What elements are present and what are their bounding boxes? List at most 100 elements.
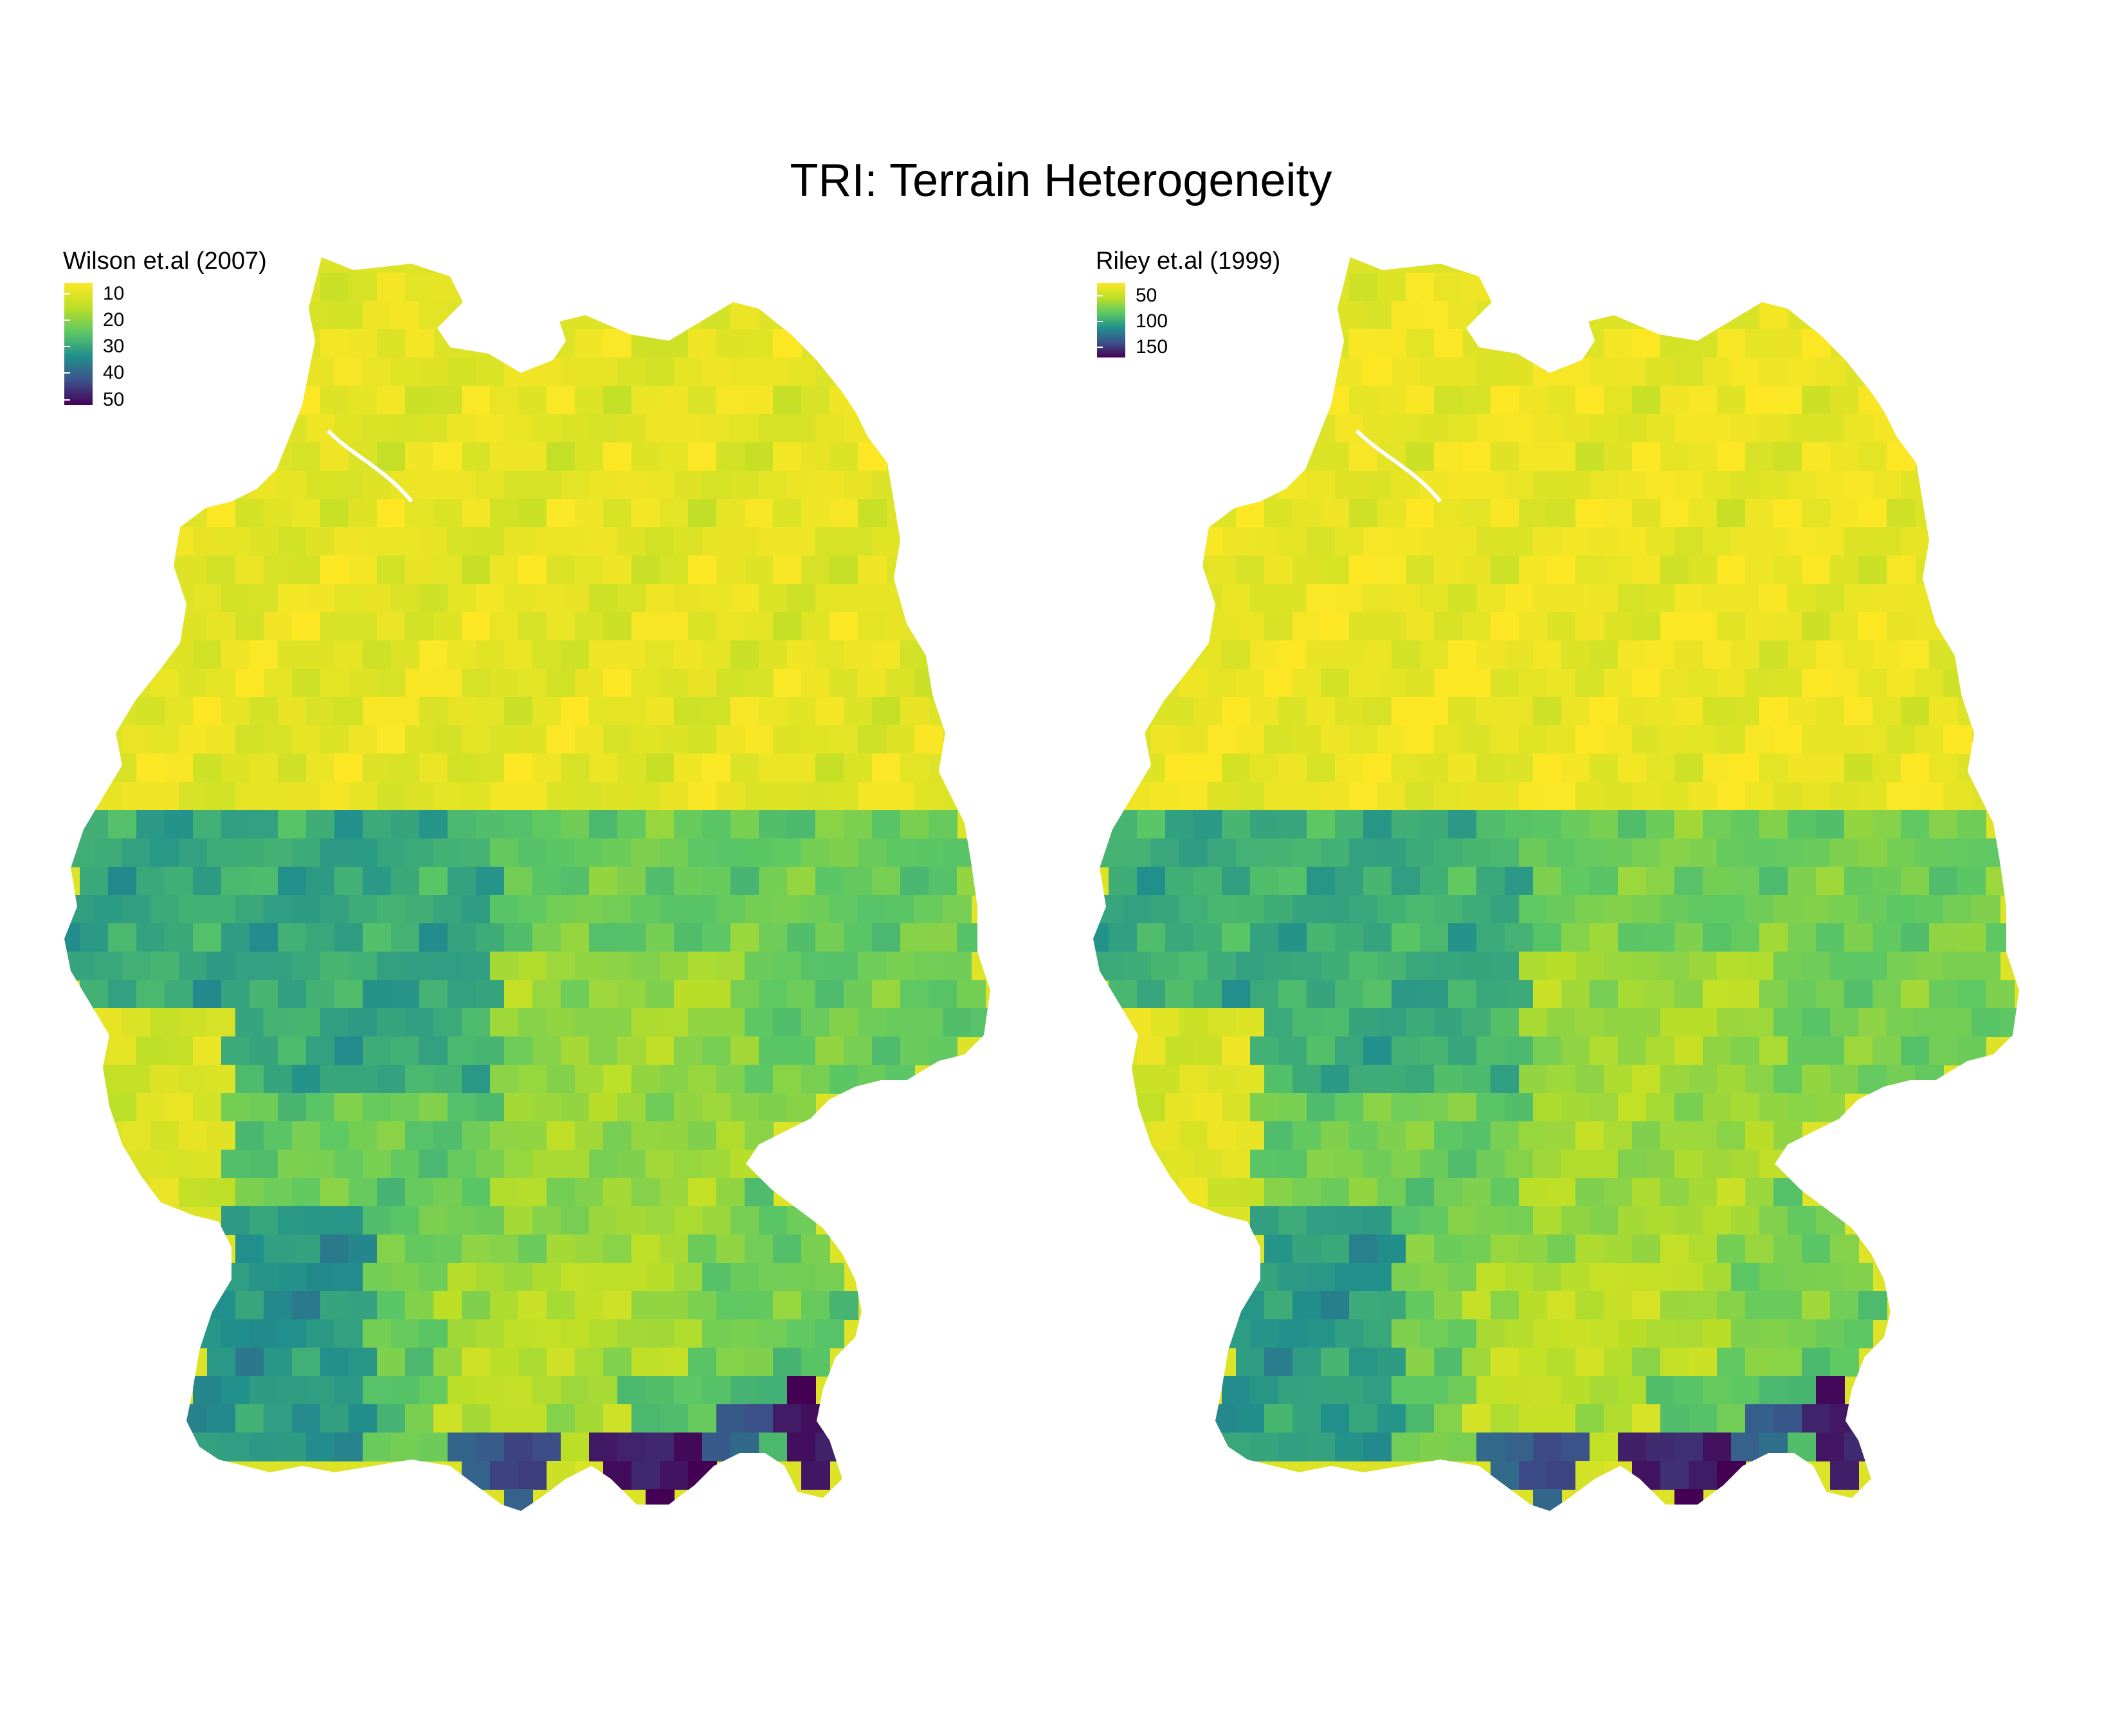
district <box>1193 640 1222 669</box>
district <box>1689 782 1718 811</box>
district <box>1632 669 1661 698</box>
district <box>1462 669 1491 698</box>
district <box>150 1121 179 1150</box>
district <box>589 1319 618 1348</box>
district <box>547 1461 576 1490</box>
district <box>1349 1234 1378 1263</box>
district <box>433 782 462 811</box>
district <box>320 386 349 415</box>
district <box>490 386 519 415</box>
district <box>1547 1348 1576 1377</box>
district <box>1689 1404 1718 1433</box>
district-cells <box>64 257 990 1511</box>
legend-title-wilson: Wilson et.al (2007) <box>63 248 267 275</box>
district <box>363 697 392 726</box>
district <box>1377 1065 1406 1094</box>
district <box>1844 980 1873 1009</box>
district <box>1448 414 1477 443</box>
district <box>575 1348 604 1377</box>
district <box>278 1093 307 1122</box>
district <box>1165 980 1194 1009</box>
district <box>1392 357 1420 386</box>
district <box>1618 923 1647 952</box>
district <box>872 810 901 839</box>
district <box>193 754 222 782</box>
district <box>688 669 717 698</box>
district <box>1632 895 1661 924</box>
district <box>292 1121 321 1150</box>
district <box>476 527 505 556</box>
district <box>462 442 491 471</box>
district <box>490 725 519 754</box>
district <box>1462 1291 1491 1320</box>
district <box>1236 1178 1265 1207</box>
district <box>1292 1348 1321 1377</box>
district <box>1759 357 1788 386</box>
district <box>646 1433 675 1461</box>
district <box>1689 1348 1718 1377</box>
district <box>801 1461 830 1490</box>
district <box>730 810 759 839</box>
district <box>1250 527 1279 556</box>
district <box>1788 810 1817 839</box>
district <box>1533 414 1562 443</box>
district <box>363 1263 392 1292</box>
district <box>674 584 703 613</box>
district <box>377 329 406 358</box>
district <box>1349 895 1378 924</box>
district <box>730 1319 759 1348</box>
district <box>136 923 165 952</box>
district <box>165 810 194 839</box>
district <box>306 867 335 896</box>
district <box>1193 980 1222 1009</box>
district <box>377 499 406 528</box>
district <box>532 810 561 839</box>
district <box>1292 952 1321 981</box>
district <box>858 1008 887 1037</box>
district <box>165 527 194 556</box>
district <box>1901 867 1930 896</box>
district <box>1321 1008 1350 1037</box>
district <box>1420 357 1449 386</box>
district <box>1717 838 1746 867</box>
district <box>660 669 689 698</box>
district <box>1406 1291 1435 1320</box>
district <box>419 471 448 500</box>
district <box>1830 499 1859 528</box>
district <box>872 697 901 726</box>
district <box>532 867 561 896</box>
district <box>745 1121 774 1150</box>
district <box>844 414 873 443</box>
district <box>462 895 491 924</box>
district <box>702 1093 731 1122</box>
district <box>532 471 561 500</box>
district <box>575 725 604 754</box>
district <box>1830 386 1859 415</box>
district <box>1491 1234 1519 1263</box>
district <box>221 1263 250 1292</box>
district <box>1590 640 1619 669</box>
district <box>1491 612 1519 641</box>
district <box>1731 584 1760 613</box>
district <box>1406 1065 1435 1094</box>
district <box>462 556 491 584</box>
district <box>1292 838 1321 867</box>
district <box>674 1319 703 1348</box>
district <box>1349 556 1378 584</box>
district <box>631 556 660 584</box>
district <box>1830 669 1859 698</box>
district <box>547 1121 576 1150</box>
district <box>448 1093 476 1122</box>
district <box>1590 1036 1619 1065</box>
district <box>844 923 873 952</box>
district <box>504 810 533 839</box>
district <box>660 386 689 415</box>
district <box>462 725 491 754</box>
district-cells <box>1093 257 2019 1511</box>
district <box>306 810 335 839</box>
district <box>1533 1489 1562 1511</box>
district <box>1179 838 1208 867</box>
district <box>1491 1121 1519 1150</box>
district <box>1448 1093 1477 1122</box>
district <box>363 640 392 669</box>
